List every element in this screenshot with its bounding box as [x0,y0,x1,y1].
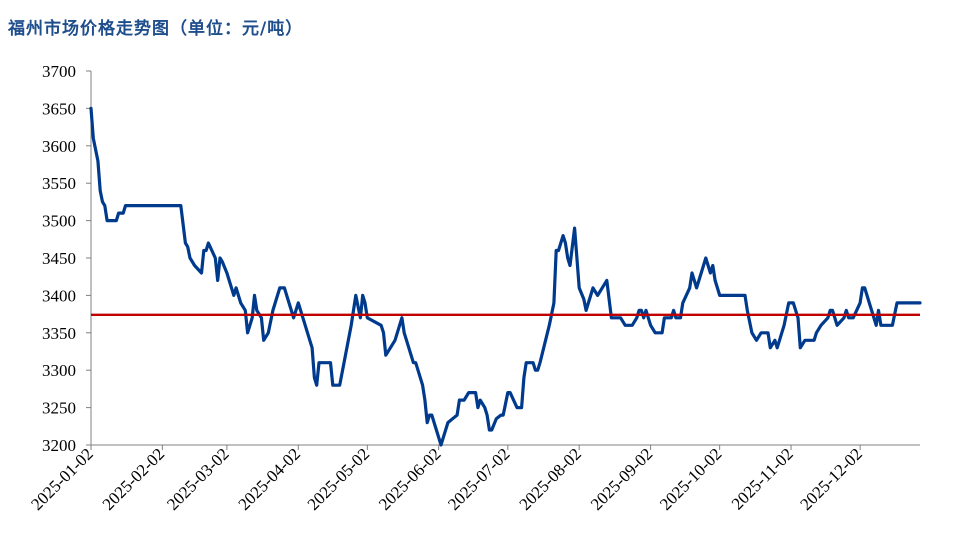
x-tick-label: 2025-05-02 [304,444,374,514]
x-tick-label: 2025-08-02 [515,444,585,514]
x-tick-label: 2025-07-02 [444,444,514,514]
y-axis: 3200 3250 3300 3350 3400 3450 3500 3550 3600 3650… [42,62,92,455]
x-tick-label: 2025-06-02 [375,444,445,514]
y-tick-label: 3600 [42,137,76,156]
y-tick-label: 3400 [42,286,76,305]
price-series-line [89,106,922,447]
y-tick-label: 3550 [42,174,76,193]
y-tick-label: 3200 [42,436,76,455]
y-tick-label: 3450 [42,249,76,268]
y-tick-label: 3350 [42,324,76,343]
chart-title: 福州市场价格走势图（单位：元/吨） [8,19,304,39]
y-tick-label: 3650 [42,99,76,118]
y-tick-label: 3300 [42,361,76,380]
plot-area [89,106,922,447]
x-tick-label: 2025-09-02 [587,444,657,514]
y-tick-label: 3700 [42,62,76,81]
x-tick-label: 2025-02-02 [99,444,169,514]
x-tick-label: 2025-03-02 [163,444,233,514]
x-tick-label: 2025-12-02 [796,444,866,514]
y-tick-label: 3250 [42,399,76,418]
y-tick-label: 3500 [42,212,76,231]
x-tick-label: 2025-11-02 [728,444,797,513]
x-tick-label: 2025-04-02 [235,444,305,514]
x-tick-label: 2025-10-02 [656,444,726,514]
